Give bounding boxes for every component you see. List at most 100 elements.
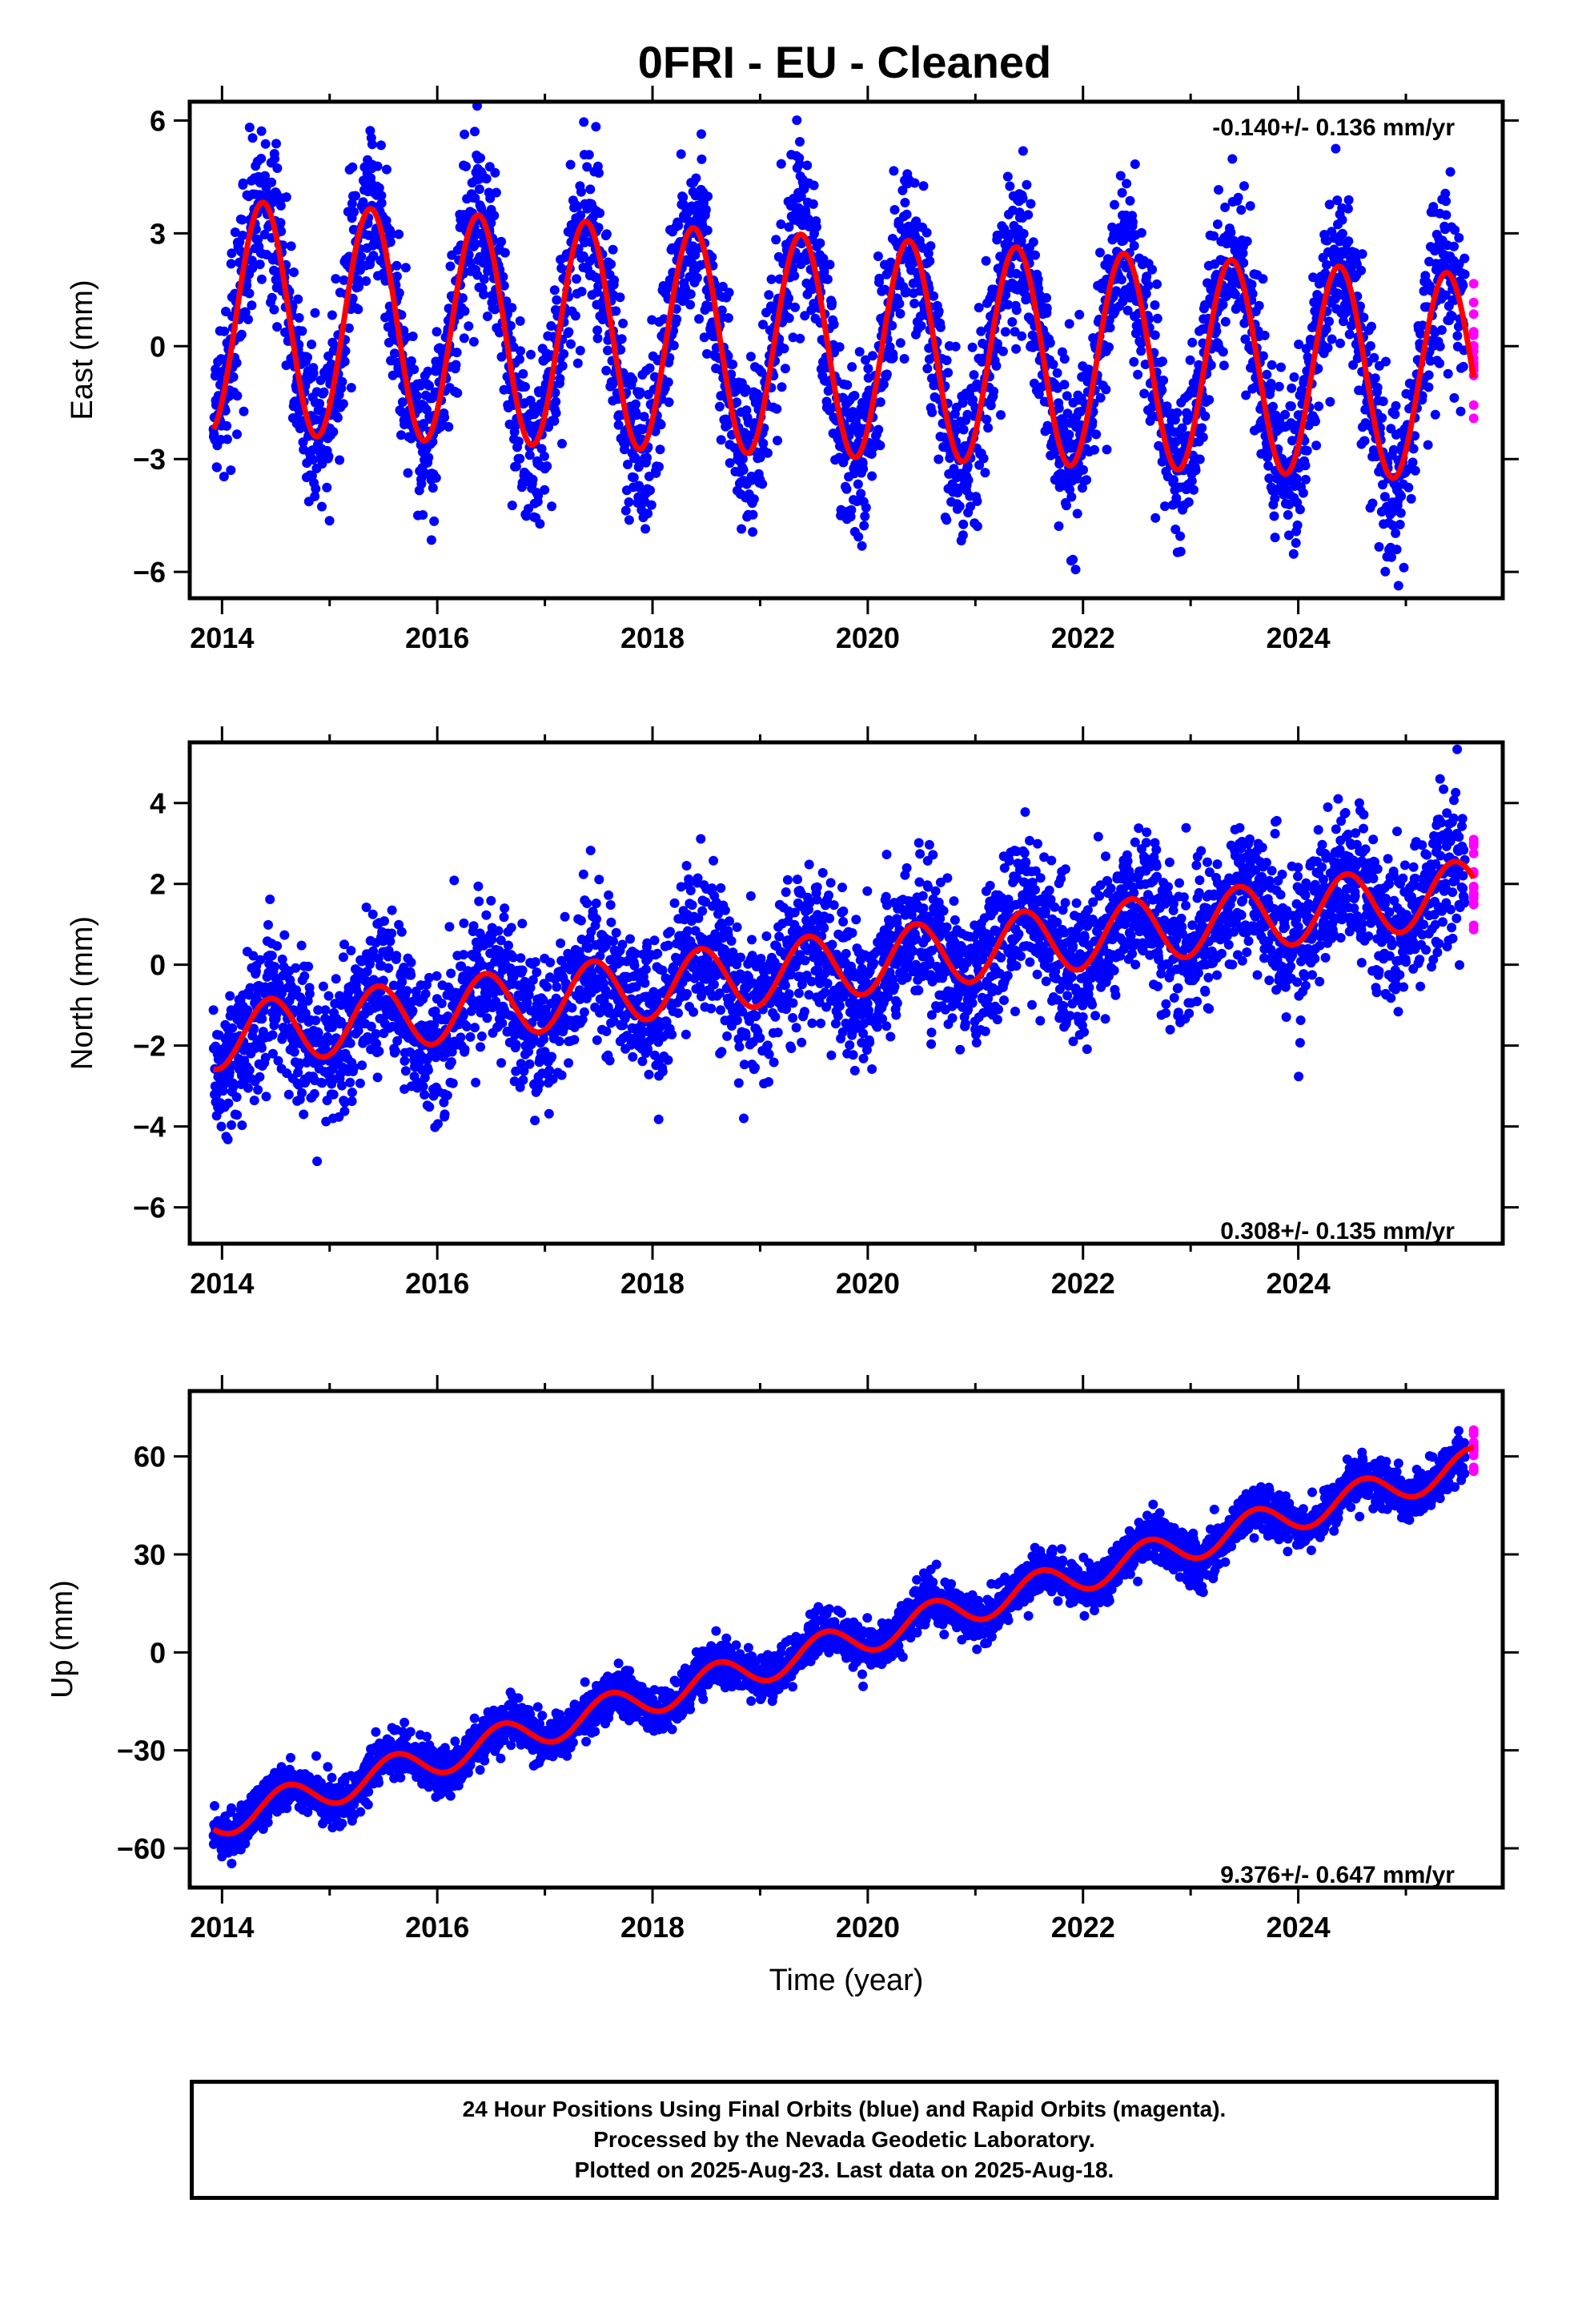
- final-point: [412, 391, 422, 401]
- final-point: [295, 407, 304, 417]
- final-point: [1454, 233, 1464, 243]
- final-point: [550, 388, 560, 398]
- final-point: [1139, 388, 1150, 399]
- final-point: [929, 291, 939, 301]
- final-point: [391, 260, 402, 271]
- final-point: [238, 231, 247, 240]
- final-point: [887, 320, 897, 331]
- final-point: [889, 166, 899, 176]
- final-point: [459, 918, 469, 928]
- final-point: [1395, 520, 1405, 529]
- final-point: [310, 308, 320, 318]
- final-point: [1458, 280, 1468, 291]
- final-point: [361, 276, 371, 286]
- final-point: [1436, 325, 1447, 336]
- final-point: [500, 247, 510, 258]
- final-point: [476, 1042, 485, 1052]
- final-point: [678, 192, 689, 203]
- final-point: [1127, 217, 1138, 227]
- final-point: [570, 311, 580, 321]
- final-point: [397, 397, 408, 408]
- final-point: [1102, 444, 1112, 455]
- final-point: [1017, 331, 1027, 341]
- final-point: [481, 910, 492, 920]
- final-point: [1062, 501, 1071, 511]
- final-point: [1369, 352, 1379, 363]
- final-point: [606, 259, 616, 269]
- final-point: [1091, 429, 1102, 440]
- final-point: [1005, 181, 1015, 191]
- final-point: [374, 1046, 384, 1056]
- final-point: [424, 1102, 435, 1112]
- final-point: [223, 1134, 233, 1144]
- final-point: [1283, 510, 1293, 520]
- final-point: [294, 312, 304, 323]
- final-point: [1356, 265, 1367, 275]
- final-point: [486, 895, 496, 906]
- final-point: [387, 905, 397, 915]
- final-point: [468, 336, 479, 347]
- x-tick-label: 2020: [836, 621, 900, 654]
- final-point: [423, 366, 433, 376]
- final-point: [1026, 199, 1036, 209]
- final-point: [1280, 409, 1291, 420]
- final-point: [247, 133, 258, 143]
- final-point: [611, 306, 621, 316]
- final-point: [1029, 378, 1039, 388]
- final-point: [654, 461, 664, 472]
- final-point: [1125, 195, 1135, 206]
- final-point: [962, 461, 973, 471]
- final-point: [1331, 143, 1341, 154]
- final-orbit-series: [208, 744, 1470, 1167]
- final-point: [391, 1046, 400, 1056]
- final-point: [1247, 288, 1258, 299]
- final-point: [256, 126, 267, 136]
- final-point: [1254, 300, 1264, 311]
- final-point: [875, 440, 885, 451]
- final-point: [559, 349, 569, 359]
- final-point: [476, 203, 487, 213]
- final-point: [382, 164, 391, 175]
- final-point: [601, 1026, 612, 1036]
- final-point: [796, 191, 806, 202]
- final-point: [1220, 316, 1231, 327]
- final-point: [697, 129, 706, 139]
- final-point: [493, 926, 504, 936]
- final-point: [315, 399, 325, 408]
- final-point: [368, 251, 379, 261]
- rapid-point: [1468, 309, 1479, 320]
- final-point: [335, 455, 345, 465]
- final-point: [918, 181, 929, 191]
- final-point: [291, 963, 301, 973]
- final-point: [272, 163, 283, 173]
- final-point: [406, 957, 416, 967]
- final-point: [1078, 464, 1088, 475]
- final-point: [479, 274, 489, 284]
- final-point: [732, 397, 742, 408]
- final-point: [276, 226, 287, 236]
- final-point: [1367, 498, 1378, 509]
- final-point: [894, 299, 905, 309]
- final-point: [451, 360, 461, 370]
- final-point: [1335, 338, 1345, 348]
- final-point: [737, 454, 748, 464]
- final-point: [479, 289, 489, 300]
- final-point: [811, 222, 821, 232]
- final-point: [533, 490, 544, 501]
- final-point: [470, 127, 480, 137]
- final-point: [406, 356, 416, 366]
- final-point: [1104, 342, 1114, 352]
- final-point: [289, 1047, 299, 1057]
- final-point: [809, 180, 819, 191]
- final-point: [643, 509, 653, 519]
- final-point: [440, 1109, 450, 1120]
- final-point: [307, 340, 317, 349]
- final-point: [1311, 440, 1322, 451]
- final-point: [1219, 360, 1229, 371]
- final-point: [406, 970, 416, 980]
- final-point: [934, 454, 944, 464]
- y-tick-label: 3: [150, 217, 166, 250]
- final-point: [748, 509, 758, 520]
- final-point: [540, 485, 550, 495]
